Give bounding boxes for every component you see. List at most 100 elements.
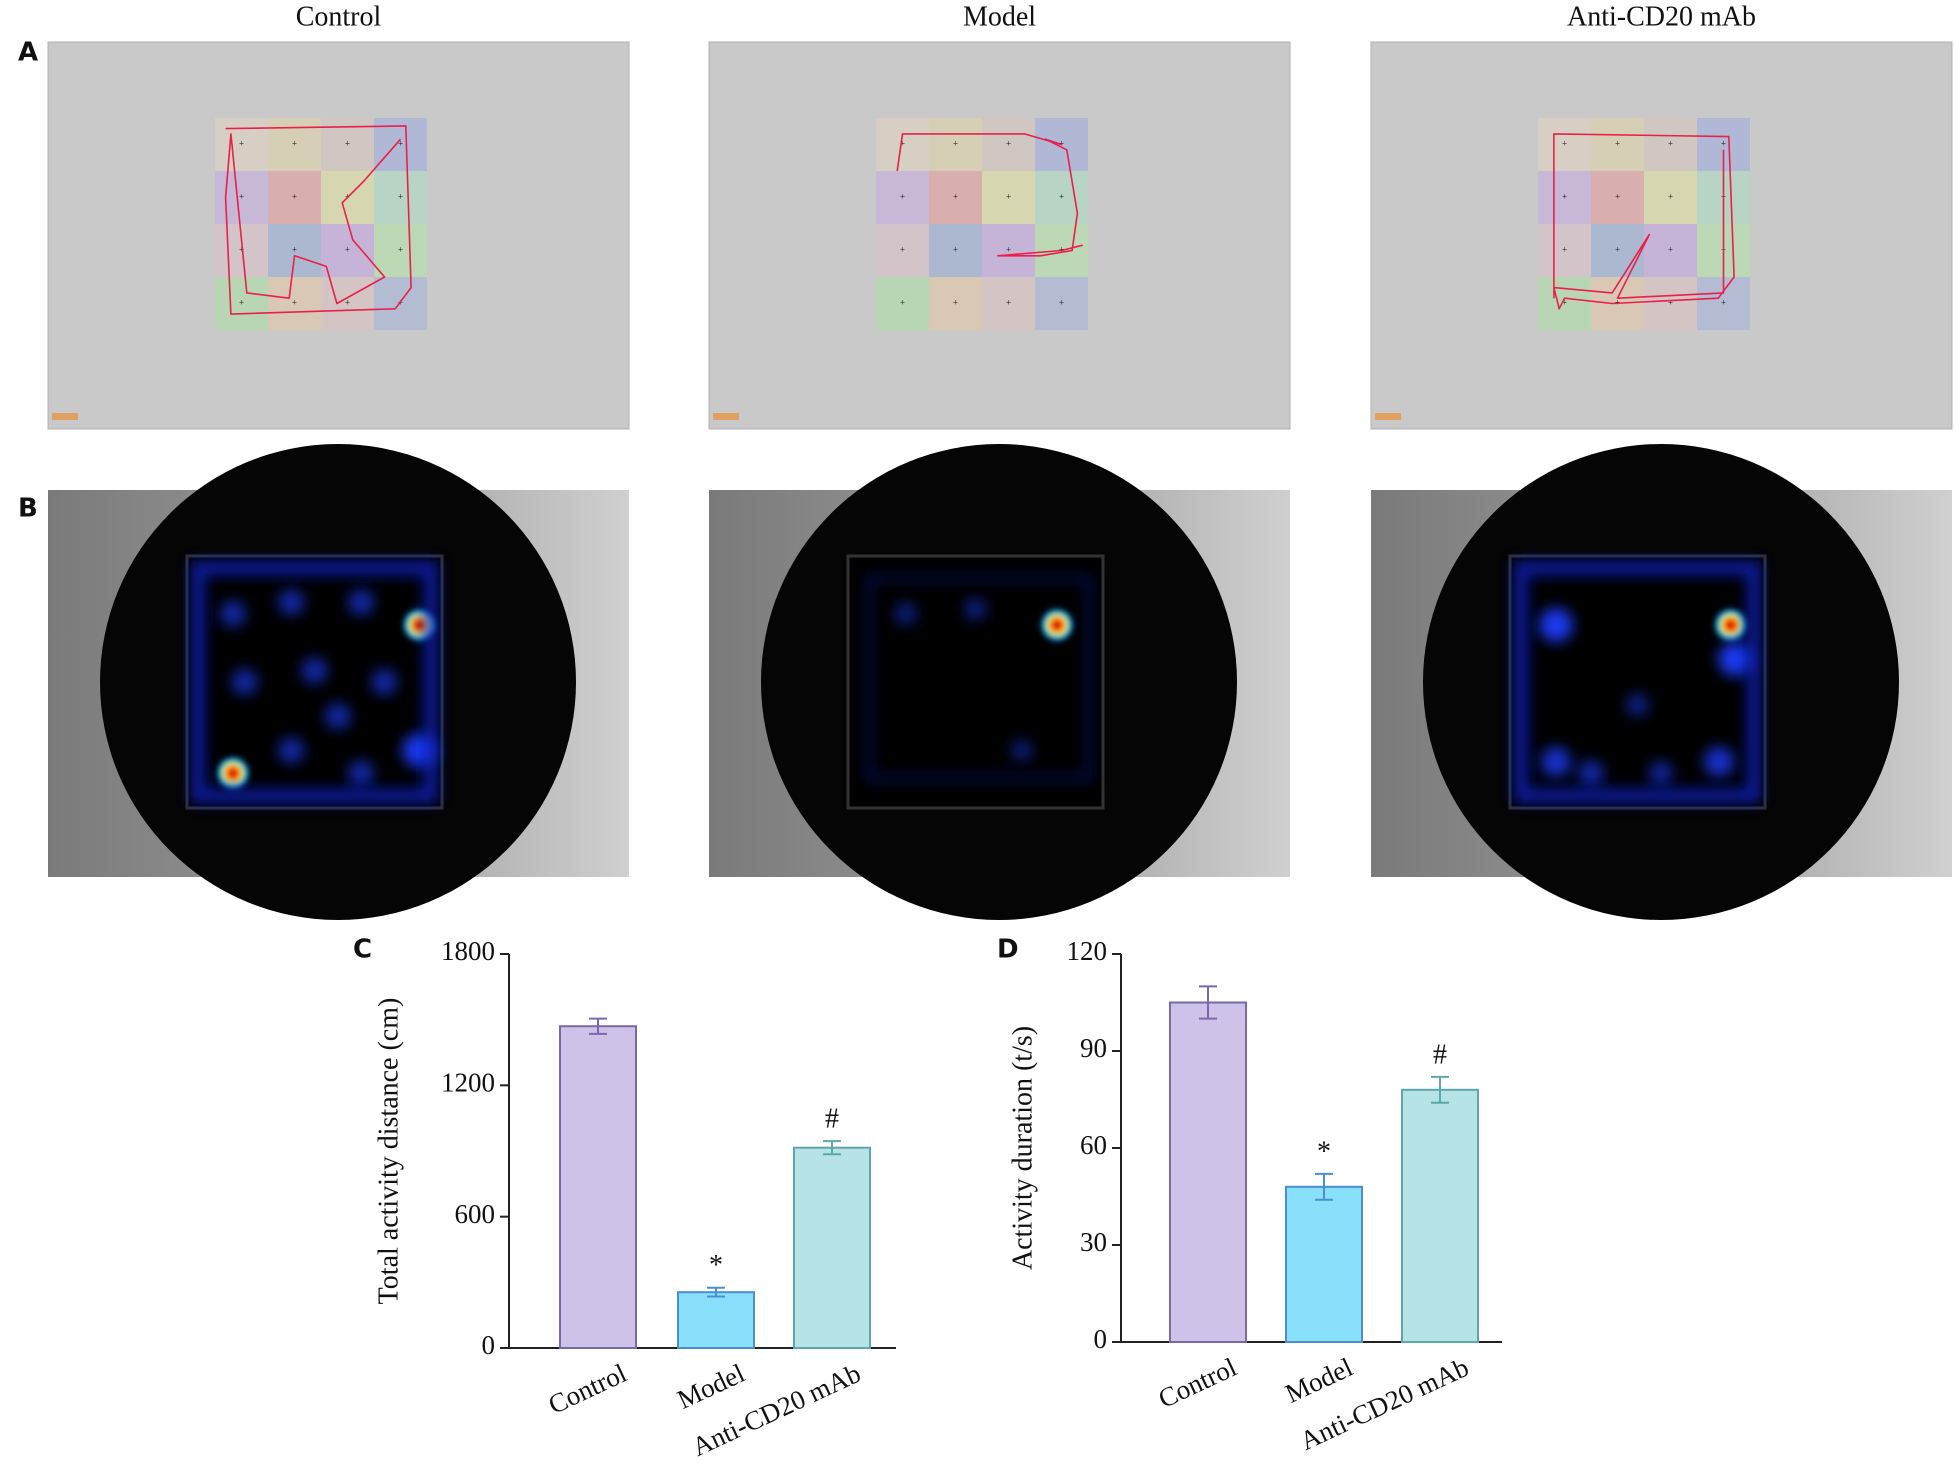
zone-mark: +	[239, 245, 244, 255]
heat-spot	[1039, 607, 1076, 643]
zone-mark: +	[292, 298, 297, 308]
zone-cell	[876, 277, 929, 330]
zone-mark: +	[1562, 139, 1567, 149]
heat-trail	[866, 575, 1092, 781]
zone-mark: +	[398, 139, 403, 149]
zone-mark: +	[1562, 298, 1567, 308]
logo	[52, 413, 78, 420]
zone-mark: +	[1668, 245, 1673, 255]
x-tick-label: Control	[544, 1358, 631, 1420]
zone-mark: +	[1668, 139, 1673, 149]
significance-mark: #	[825, 1104, 839, 1135]
heat-spot	[348, 760, 375, 787]
zone-mark: +	[345, 298, 350, 308]
error-bar	[1199, 985, 1217, 1020]
y-tick-label: 1200	[441, 1068, 495, 1098]
zone-cell	[1644, 171, 1697, 224]
zone-cell	[1538, 277, 1591, 330]
zone-mark: +	[1562, 192, 1567, 202]
zone-mark: +	[1721, 298, 1726, 308]
zone-cell	[876, 171, 929, 224]
zone-cell	[215, 277, 268, 330]
zone-cell	[1538, 118, 1591, 171]
heat-trail	[191, 561, 438, 803]
zone-mark: +	[1059, 298, 1064, 308]
zone-mark: +	[239, 192, 244, 202]
zone-cell	[1644, 277, 1697, 330]
zone-mark: +	[953, 139, 958, 149]
zone-mark: +	[1668, 298, 1673, 308]
y-tick-label: 60	[1080, 1130, 1107, 1160]
logo	[1375, 413, 1401, 420]
heat-spot	[278, 589, 305, 616]
zone-mark: +	[1006, 298, 1011, 308]
bar	[677, 1291, 755, 1350]
zone-cell	[321, 224, 374, 277]
zone-mark: +	[398, 245, 403, 255]
zone-mark: +	[1006, 192, 1011, 202]
heat-spot	[324, 703, 351, 730]
bar	[1285, 1185, 1363, 1344]
bar	[793, 1146, 871, 1350]
zone-mark: +	[398, 192, 403, 202]
arena-box	[846, 554, 1105, 810]
heat-spot	[1648, 761, 1674, 786]
zone-mark: +	[900, 192, 905, 202]
heat-spot	[278, 737, 305, 764]
zone-cell	[268, 224, 321, 277]
zone-cell	[1644, 118, 1697, 171]
y-tick-label: 90	[1080, 1033, 1107, 1063]
bar	[1401, 1088, 1479, 1344]
trajectory	[224, 125, 412, 315]
zone-cell	[1035, 171, 1088, 224]
zone-mark: +	[1059, 245, 1064, 255]
zone-cell	[1591, 118, 1644, 171]
zone-mark: +	[1668, 192, 1673, 202]
y-axis-title: Total activity distance (cm)	[373, 998, 404, 1305]
bar	[559, 1025, 637, 1349]
y-tick-label: 600	[455, 1199, 496, 1229]
panel-label: A	[18, 38, 38, 68]
heat-spot	[1712, 607, 1749, 643]
zone-cell	[982, 118, 1035, 171]
y-tick-label: 1800	[441, 936, 495, 966]
zone-cell	[876, 224, 929, 277]
zone-cell	[374, 171, 427, 224]
heat-spot	[964, 598, 987, 621]
zone-cell	[876, 118, 929, 171]
zone-mark: +	[292, 192, 297, 202]
x-tick-label: Control	[1154, 1352, 1241, 1414]
zone-cell	[1644, 224, 1697, 277]
column-title: Control	[296, 1, 382, 32]
zone-cell	[982, 224, 1035, 277]
zone-cell	[982, 277, 1035, 330]
zone-cell	[1538, 224, 1591, 277]
error-bar	[589, 1017, 607, 1035]
significance-mark: *	[1317, 1136, 1331, 1167]
heat-spot	[894, 602, 917, 625]
heat-spot	[371, 669, 398, 695]
panel-label: C	[353, 935, 372, 965]
heat-trail	[1514, 561, 1761, 803]
zone-mark: +	[953, 298, 958, 308]
panel-label: B	[18, 494, 38, 524]
zone-cell	[929, 171, 982, 224]
heat-spot	[231, 669, 258, 695]
heat-spot	[1718, 642, 1753, 677]
heat-spot	[1011, 739, 1033, 762]
heat-spot	[348, 589, 375, 616]
heat-spot	[219, 600, 246, 627]
zone-cell	[929, 224, 982, 277]
zone-mark: +	[345, 139, 350, 149]
zone-cell	[268, 277, 321, 330]
zone-mark: +	[1059, 192, 1064, 202]
zone-mark: +	[1562, 245, 1567, 255]
heat-spot	[214, 755, 251, 792]
zone-mark: +	[1059, 139, 1064, 149]
y-tick-label: 0	[482, 1330, 496, 1360]
y-axis-title: Activity duration (t/s)	[1007, 1026, 1038, 1270]
heat-spot	[1577, 760, 1604, 787]
significance-mark: #	[1433, 1039, 1447, 1070]
